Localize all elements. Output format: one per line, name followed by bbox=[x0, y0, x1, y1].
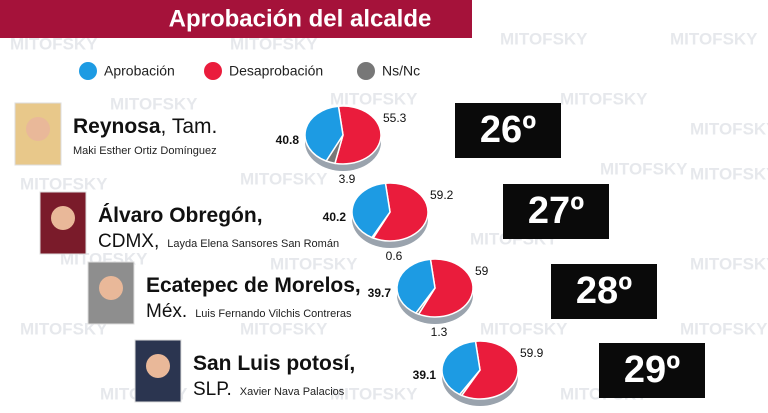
photo-face bbox=[51, 206, 75, 230]
watermark: MITOFSKY bbox=[330, 384, 418, 403]
pie-slice bbox=[441, 340, 481, 396]
pie-slice bbox=[351, 182, 391, 239]
value-label: 59.9 bbox=[520, 346, 544, 360]
value-label: 39.1 bbox=[413, 368, 437, 382]
watermark: MITOFSKY bbox=[270, 254, 358, 273]
value-label: 1.3 bbox=[431, 325, 448, 339]
watermark: MITOFSKY bbox=[560, 89, 648, 108]
watermark: MITOFSKY bbox=[330, 89, 418, 108]
pie-slice bbox=[396, 258, 436, 314]
watermark: MITOFSKY bbox=[20, 174, 108, 193]
watermark: MITOFSKY bbox=[230, 34, 318, 53]
watermark: MITOFSKY bbox=[690, 164, 768, 183]
watermark: MITOFSKY bbox=[670, 29, 758, 48]
watermark: MITOFSKY bbox=[690, 119, 768, 138]
mayor: Xavier Nava Palacios bbox=[240, 386, 345, 398]
watermark: MITOFSKY bbox=[690, 254, 768, 273]
pie-slice bbox=[334, 105, 382, 165]
watermark: MITOFSKY bbox=[240, 169, 328, 188]
city-name: Reynosa, Tam. bbox=[73, 115, 217, 138]
city: Ecatepec de Morelos, bbox=[146, 274, 361, 297]
value-label: 55.3 bbox=[383, 111, 407, 125]
legend-swatch bbox=[357, 62, 375, 80]
legend-swatch bbox=[204, 62, 222, 80]
pie-slice bbox=[460, 340, 519, 400]
value-label: 0.6 bbox=[386, 249, 403, 263]
rank: 26º bbox=[480, 109, 536, 151]
city-name: Álvaro Obregón, bbox=[98, 204, 263, 227]
rank: 27º bbox=[528, 190, 584, 232]
legend-label: Desaprobación bbox=[229, 63, 323, 79]
watermark: MITOFSKY bbox=[20, 319, 108, 338]
value-label: 40.2 bbox=[323, 210, 347, 224]
rank-box bbox=[599, 343, 705, 398]
value-label: 3.9 bbox=[339, 172, 356, 186]
rank-box bbox=[503, 184, 609, 239]
city-name: Ecatepec de Morelos, bbox=[146, 274, 361, 297]
mayor: Layda Elena Sansores San Román bbox=[167, 238, 339, 250]
title-bar bbox=[0, 0, 472, 38]
state: CDMX, bbox=[98, 231, 159, 252]
pie-slice bbox=[372, 182, 429, 242]
legend-label: Aprobación bbox=[104, 63, 175, 79]
value-label: 59.2 bbox=[430, 188, 454, 202]
state: Méx. bbox=[146, 301, 187, 322]
rank-box bbox=[455, 103, 561, 158]
rank: 29º bbox=[624, 349, 680, 391]
watermark: MITOFSKY bbox=[10, 34, 98, 53]
watermark: MITOFSKY bbox=[600, 159, 688, 178]
photo-face bbox=[146, 354, 170, 378]
city: San Luis potosí, bbox=[193, 352, 355, 375]
value-label: 39.7 bbox=[368, 286, 392, 300]
photo-face bbox=[26, 117, 50, 141]
rank: 28º bbox=[576, 270, 632, 312]
rank-box bbox=[551, 264, 657, 319]
photo-face bbox=[99, 276, 123, 300]
state: , Tam. bbox=[161, 115, 218, 138]
watermark: MITOFSKY bbox=[680, 319, 768, 338]
title: Aprobación del alcalde bbox=[169, 5, 432, 32]
watermarks: MITOFSKY MITOFSKY MITOFSKY MITOFSKYMITOFSKY… bbox=[10, 29, 768, 403]
state: SLP. bbox=[193, 379, 232, 400]
pie-slice bbox=[304, 105, 344, 162]
watermark: MITOFSKY bbox=[110, 94, 198, 113]
legend-swatch bbox=[79, 62, 97, 80]
mayor: Luis Fernando Vilchis Contreras bbox=[195, 308, 352, 320]
watermark: MITOFSKY bbox=[480, 319, 568, 338]
city: Álvaro Obregón, bbox=[98, 204, 263, 227]
value-label: 59 bbox=[475, 264, 489, 278]
watermark: MITOFSKY bbox=[500, 29, 588, 48]
pie-slice bbox=[417, 258, 474, 318]
mayor: Maki Esther Ortiz Domínguez bbox=[73, 145, 217, 157]
watermark: MITOFSKY bbox=[240, 319, 328, 338]
city: Reynosa bbox=[73, 115, 161, 138]
value-label: 40.8 bbox=[276, 133, 300, 147]
city-name: San Luis potosí, bbox=[193, 352, 355, 375]
legend-label: Ns/Nc bbox=[382, 63, 420, 79]
